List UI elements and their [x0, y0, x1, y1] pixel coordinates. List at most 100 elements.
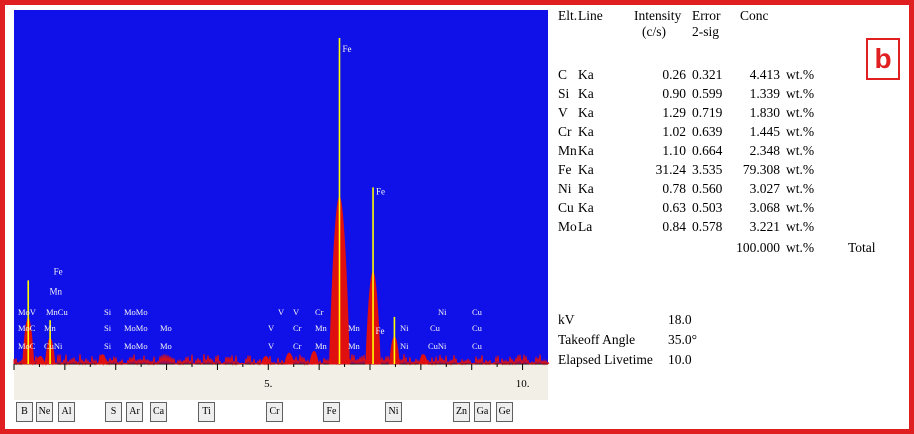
peak-label: Fe — [376, 187, 385, 197]
peak-label: Fe — [342, 44, 351, 54]
intensity-value: 1.10 — [662, 143, 686, 158]
error-value: 0.664 — [692, 143, 723, 158]
x-ray-line: Ka — [578, 124, 594, 139]
element-button-fe[interactable]: Fe — [323, 402, 340, 422]
error-value: 0.560 — [692, 181, 723, 196]
element-button-zn[interactable]: Zn — [453, 402, 470, 422]
element-symbol: Mn — [558, 143, 577, 158]
element-button-ne[interactable]: Ne — [36, 402, 53, 422]
element-symbol: Cr — [558, 124, 572, 139]
element-symbol: Fe — [558, 162, 572, 177]
element-line-marker: MoMo — [124, 323, 148, 333]
element-button-s[interactable]: S — [105, 402, 122, 422]
conc-unit: wt.% — [786, 162, 815, 177]
conc-value: 3.068 — [749, 200, 780, 215]
result-row: Mn Ka 1.10 0.664 2.348 wt.% — [558, 143, 898, 160]
x-ray-line: Ka — [578, 162, 594, 177]
element-line-marker: Si — [104, 307, 112, 317]
element-symbol: Si — [558, 86, 570, 101]
result-row: Cu Ka 0.63 0.503 3.068 wt.% — [558, 200, 898, 217]
element-line-marker: MoC — [18, 341, 36, 351]
header-error: Error — [692, 8, 721, 23]
error-value: 0.719 — [692, 105, 723, 120]
spectrum-peak — [309, 350, 319, 365]
element-symbol: Cu — [558, 200, 574, 215]
panel-label: b — [866, 38, 900, 80]
element-button-ti[interactable]: Ti — [198, 402, 215, 422]
element-line-marker: V — [268, 323, 275, 333]
conc-value: 1.339 — [749, 86, 780, 101]
element-line-marker: Mn — [348, 323, 361, 333]
element-line-marker: Mn — [315, 323, 328, 333]
element-line-marker: Cr — [293, 323, 302, 333]
element-button-cr[interactable]: Cr — [266, 402, 283, 422]
element-line-marker: Cu — [430, 323, 441, 333]
error-value: 0.578 — [692, 219, 723, 234]
conc-value: 4.413 — [749, 67, 780, 82]
spectrum-peak — [284, 352, 294, 365]
element-line-marker: Cr — [315, 307, 324, 317]
result-row: Si Ka 0.90 0.599 1.339 wt.% — [558, 86, 898, 103]
element-line-marker: Mn — [348, 341, 361, 351]
element-line-marker: Ni — [400, 341, 409, 351]
error-value: 0.503 — [692, 200, 723, 215]
element-button-ni[interactable]: Ni — [385, 402, 402, 422]
peak-label: Fe — [376, 326, 385, 336]
result-row: C Ka 0.26 0.321 4.413 wt.% — [558, 67, 898, 84]
element-line-marker: Si — [104, 341, 112, 351]
conc-unit: wt.% — [786, 143, 815, 158]
plot-area — [14, 10, 548, 364]
element-line-marker: Ni — [400, 323, 409, 333]
element-line-marker: Cu — [472, 323, 483, 333]
header-line: Line — [578, 8, 603, 23]
conc-value: 3.221 — [749, 219, 780, 234]
element-button-ge[interactable]: Ge — [496, 402, 513, 422]
element-line-marker: CuNi — [428, 341, 447, 351]
conc-value: 2.348 — [749, 143, 780, 158]
element-line-marker: Mo — [160, 323, 172, 333]
element-line-marker: MoMo — [124, 307, 148, 317]
x-ray-line: Ka — [578, 86, 594, 101]
conc-unit: wt.% — [786, 105, 815, 120]
result-row: Cr Ka 1.02 0.639 1.445 wt.% — [558, 124, 898, 141]
element-line-marker: Mn — [315, 341, 328, 351]
element-line-marker: CuNi — [44, 341, 63, 351]
total-conc-value: 100.000 — [736, 240, 780, 255]
setting-label: Elapsed Livetime — [558, 352, 653, 367]
x-ray-line: Ka — [578, 67, 594, 82]
spectrum-peak — [418, 354, 429, 365]
spectrum-peak — [35, 355, 46, 365]
element-line-marker: Ni — [438, 307, 447, 317]
element-button-ca[interactable]: Ca — [150, 402, 167, 422]
header-intensity: Intensity — [634, 8, 682, 23]
result-row: Fe Ka 31.24 3.535 79.308 wt.% — [558, 162, 898, 179]
x-ray-line: Ka — [578, 143, 594, 158]
spectrum-peak — [260, 355, 271, 365]
spectrum-peak — [97, 354, 108, 365]
setting-label: Takeoff Angle — [558, 332, 636, 347]
conc-value: 79.308 — [742, 162, 780, 177]
element-line-marker: Mn — [44, 323, 57, 333]
setting-label: kV — [558, 312, 575, 327]
element-button-al[interactable]: Al — [58, 402, 75, 422]
setting-value: 10.0 — [668, 352, 692, 367]
x-ray-line: Ka — [578, 105, 594, 120]
conc-unit: wt.% — [786, 67, 815, 82]
element-symbol: Mo — [558, 219, 577, 234]
x-ray-line: Ka — [578, 200, 594, 215]
setting-value: 18.0 — [668, 312, 692, 327]
peak-label: Fe — [54, 266, 63, 276]
x-ray-line: La — [578, 219, 593, 234]
total-conc-unit: wt.% — [786, 240, 815, 255]
conc-value: 1.445 — [749, 124, 780, 139]
element-line-marker: MnCu — [46, 307, 68, 317]
element-button-b[interactable]: B — [16, 402, 33, 422]
element-line-marker: MoC — [18, 323, 36, 333]
element-button-ga[interactable]: Ga — [474, 402, 491, 422]
element-button-ar[interactable]: Ar — [126, 402, 143, 422]
element-line-marker: MoV — [18, 307, 37, 317]
conc-unit: wt.% — [786, 219, 815, 234]
result-row: Mo La 0.84 0.578 3.221 wt.% — [558, 219, 898, 236]
error-value: 3.535 — [692, 162, 723, 177]
